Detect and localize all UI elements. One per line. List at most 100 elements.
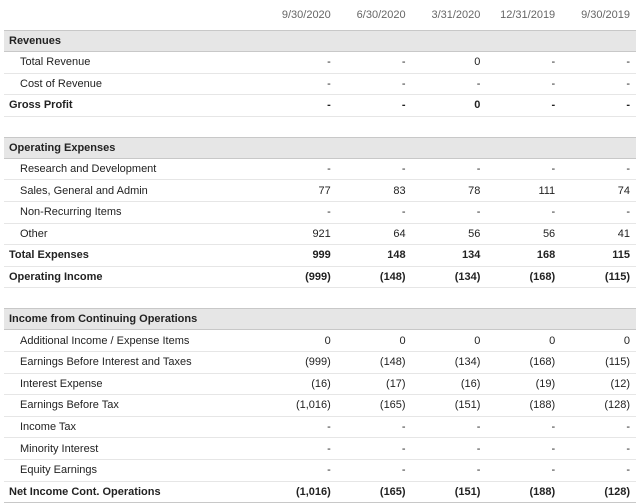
row-label: Interest Expense [4, 373, 262, 396]
value-cell: - [561, 158, 636, 181]
header-blank-cell [4, 0, 262, 31]
value-cell: (115) [561, 266, 636, 289]
column-header: 6/30/2020 [336, 0, 412, 31]
value-cell: 148 [336, 244, 412, 267]
value-cell: (188) [486, 481, 562, 503]
value-cell: - [336, 416, 412, 439]
value-cell: (151) [411, 394, 487, 417]
value-cell: - [561, 437, 636, 460]
value-cell: (999) [262, 351, 337, 374]
value-cell: - [411, 201, 487, 224]
value-cell: - [262, 158, 337, 181]
value-cell: (188) [486, 394, 562, 417]
row-label: Gross Profit [4, 94, 262, 117]
value-cell: 0 [411, 94, 487, 117]
value-cell: (16) [262, 373, 337, 396]
value-cell: - [262, 51, 337, 74]
value-cell: (16) [411, 373, 487, 396]
line-item-row: Additional Income / Expense Items 0 0 0 0 0 [4, 329, 636, 352]
line-item-row: Equity Earnings - - - - - [4, 459, 636, 482]
income-statement-body: 9/30/2020 6/30/2020 3/31/2020 12/31/2019… [4, 0, 636, 503]
line-item-row: Other 921 64 56 56 41 [4, 223, 636, 246]
value-cell: 0 [561, 329, 636, 352]
value-cell: 921 [262, 223, 337, 246]
value-cell: 0 [486, 329, 562, 352]
section-spacer [4, 116, 636, 137]
value-cell: (128) [561, 394, 636, 417]
line-item-row: Sales, General and Admin 77 83 78 111 74 [4, 179, 636, 202]
value-cell: - [561, 73, 636, 96]
value-cell: - [262, 73, 337, 96]
value-cell: 56 [486, 223, 562, 246]
row-label: Cost of Revenue [4, 73, 262, 96]
row-label: Sales, General and Admin [4, 179, 262, 202]
value-cell: - [561, 459, 636, 482]
value-cell: 78 [411, 179, 487, 202]
row-label: Earnings Before Tax [4, 394, 262, 417]
value-cell: (12) [561, 373, 636, 396]
value-cell: 74 [561, 179, 636, 202]
row-label: Non-Recurring Items [4, 201, 262, 224]
value-cell: 83 [336, 179, 412, 202]
section-title: Income from Continuing Operations [4, 308, 636, 331]
value-cell: - [561, 51, 636, 74]
value-cell: 134 [411, 244, 487, 267]
value-cell: 0 [262, 329, 337, 352]
line-item-row: Earnings Before Interest and Taxes (999)(… [4, 351, 636, 374]
value-cell: - [336, 201, 412, 224]
value-cell: (151) [411, 481, 487, 503]
value-cell: 0 [411, 51, 487, 74]
value-cell: - [336, 437, 412, 460]
value-cell: - [262, 459, 337, 482]
value-cell: - [486, 51, 562, 74]
row-label: Income Tax [4, 416, 262, 439]
value-cell: 41 [561, 223, 636, 246]
value-cell: 168 [486, 244, 562, 267]
line-item-row: Minority Interest - - - - - [4, 437, 636, 460]
value-cell: - [486, 73, 562, 96]
row-label: Earnings Before Interest and Taxes [4, 351, 262, 374]
value-cell: - [561, 94, 636, 117]
value-cell: 64 [336, 223, 412, 246]
line-item-row: Income Tax - - - - - [4, 416, 636, 439]
total-row: Gross Profit - -0- - [4, 94, 636, 117]
value-cell: - [411, 158, 487, 181]
value-cell: - [411, 459, 487, 482]
section-header-row: Operating Expenses [4, 136, 636, 159]
column-header-row: 9/30/2020 6/30/2020 3/31/2020 12/31/2019… [4, 0, 636, 31]
row-label: Minority Interest [4, 437, 262, 460]
value-cell: (1,016) [262, 394, 337, 417]
row-label: Other [4, 223, 262, 246]
section-header-row: Income from Continuing Operations [4, 308, 636, 331]
value-cell: - [336, 459, 412, 482]
section-title: Operating Expenses [4, 136, 636, 159]
line-item-row: Total Revenue - -0- - [4, 51, 636, 74]
section-header-row: Revenues [4, 30, 636, 52]
value-cell: - [486, 94, 562, 117]
section-title: Revenues [4, 30, 636, 52]
value-cell: 111 [486, 179, 562, 202]
value-cell: - [262, 201, 337, 224]
value-cell: - [262, 94, 337, 117]
value-cell: (128) [561, 481, 636, 503]
value-cell: (148) [336, 351, 412, 374]
column-header: 3/31/2020 [411, 0, 487, 31]
section-spacer [4, 288, 636, 309]
value-cell: (115) [561, 351, 636, 374]
row-label: Total Expenses [4, 244, 262, 267]
column-header: 12/31/2019 [486, 0, 562, 31]
value-cell: 56 [411, 223, 487, 246]
line-item-row: Earnings Before Tax (1,016) (165) (151) (188… [4, 394, 636, 417]
spacer-cell [4, 116, 636, 137]
row-label: Research and Development [4, 158, 262, 181]
value-cell: - [336, 158, 412, 181]
value-cell: - [336, 51, 412, 74]
line-item-row: Non-Recurring Items - - - - - [4, 201, 636, 224]
value-cell: - [486, 437, 562, 460]
line-item-row: Research and Development - - - - - [4, 158, 636, 181]
total-row: Operating Income (999) (148) (134) (168) (115… [4, 266, 636, 289]
value-cell: - [411, 73, 487, 96]
value-cell: (165) [336, 394, 412, 417]
value-cell: (165) [336, 481, 412, 503]
value-cell: (134) [411, 351, 487, 374]
